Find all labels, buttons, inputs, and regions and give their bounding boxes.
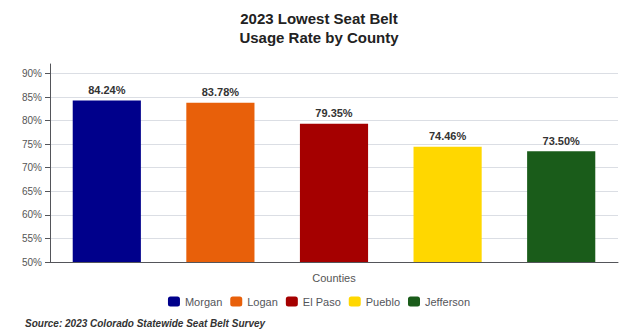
svg-text:Logan: Logan bbox=[247, 296, 278, 308]
svg-text:74.46%: 74.46% bbox=[429, 130, 467, 142]
svg-text:El Paso: El Paso bbox=[303, 296, 341, 308]
svg-text:70%: 70% bbox=[22, 162, 42, 173]
svg-text:60%: 60% bbox=[22, 209, 42, 220]
svg-text:65%: 65% bbox=[22, 186, 42, 197]
svg-text:2023 Lowest Seat Belt: 2023 Lowest Seat Belt bbox=[240, 10, 398, 27]
svg-text:Usage Rate by County: Usage Rate by County bbox=[239, 29, 399, 46]
svg-text:Counties: Counties bbox=[312, 272, 356, 284]
svg-text:90%: 90% bbox=[22, 68, 42, 79]
svg-text:83.78%: 83.78% bbox=[202, 86, 240, 98]
svg-text:Pueblo: Pueblo bbox=[366, 296, 400, 308]
svg-text:84.24%: 84.24% bbox=[88, 84, 126, 96]
svg-text:80%: 80% bbox=[22, 115, 42, 126]
svg-text:Source: 2023 Colorado Statewid: Source: 2023 Colorado Statewide Seat Bel… bbox=[25, 318, 266, 329]
svg-text:75%: 75% bbox=[22, 139, 42, 150]
svg-text:Jefferson: Jefferson bbox=[425, 296, 470, 308]
svg-text:73.50%: 73.50% bbox=[543, 135, 581, 147]
svg-text:50%: 50% bbox=[22, 257, 42, 268]
svg-text:55%: 55% bbox=[22, 233, 42, 244]
svg-text:79.35%: 79.35% bbox=[315, 107, 353, 119]
svg-text:Morgan: Morgan bbox=[185, 296, 222, 308]
svg-text:85%: 85% bbox=[22, 92, 42, 103]
